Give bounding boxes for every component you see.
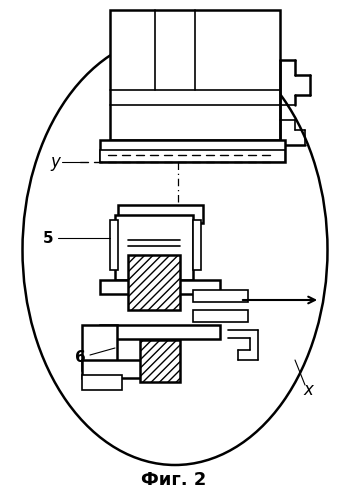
Bar	[193, 290, 248, 302]
Bar	[128, 255, 180, 310]
Text: Фиг. 2: Фиг. 2	[141, 471, 207, 489]
Text: x: x	[303, 381, 313, 399]
Bar	[100, 140, 285, 162]
Ellipse shape	[23, 35, 327, 465]
Bar	[82, 360, 142, 378]
Bar	[82, 375, 122, 390]
Text: y: y	[50, 153, 60, 171]
Bar	[100, 280, 220, 294]
Bar	[110, 10, 280, 150]
Text: 6: 6	[74, 350, 85, 365]
Bar	[100, 150, 285, 162]
Bar	[193, 310, 248, 322]
Bar	[110, 220, 118, 270]
Text: 5: 5	[43, 231, 53, 246]
Bar	[115, 215, 193, 280]
Bar	[118, 205, 203, 223]
Bar	[193, 220, 201, 270]
Bar	[82, 325, 117, 370]
Bar	[100, 325, 220, 339]
Bar	[140, 340, 180, 382]
